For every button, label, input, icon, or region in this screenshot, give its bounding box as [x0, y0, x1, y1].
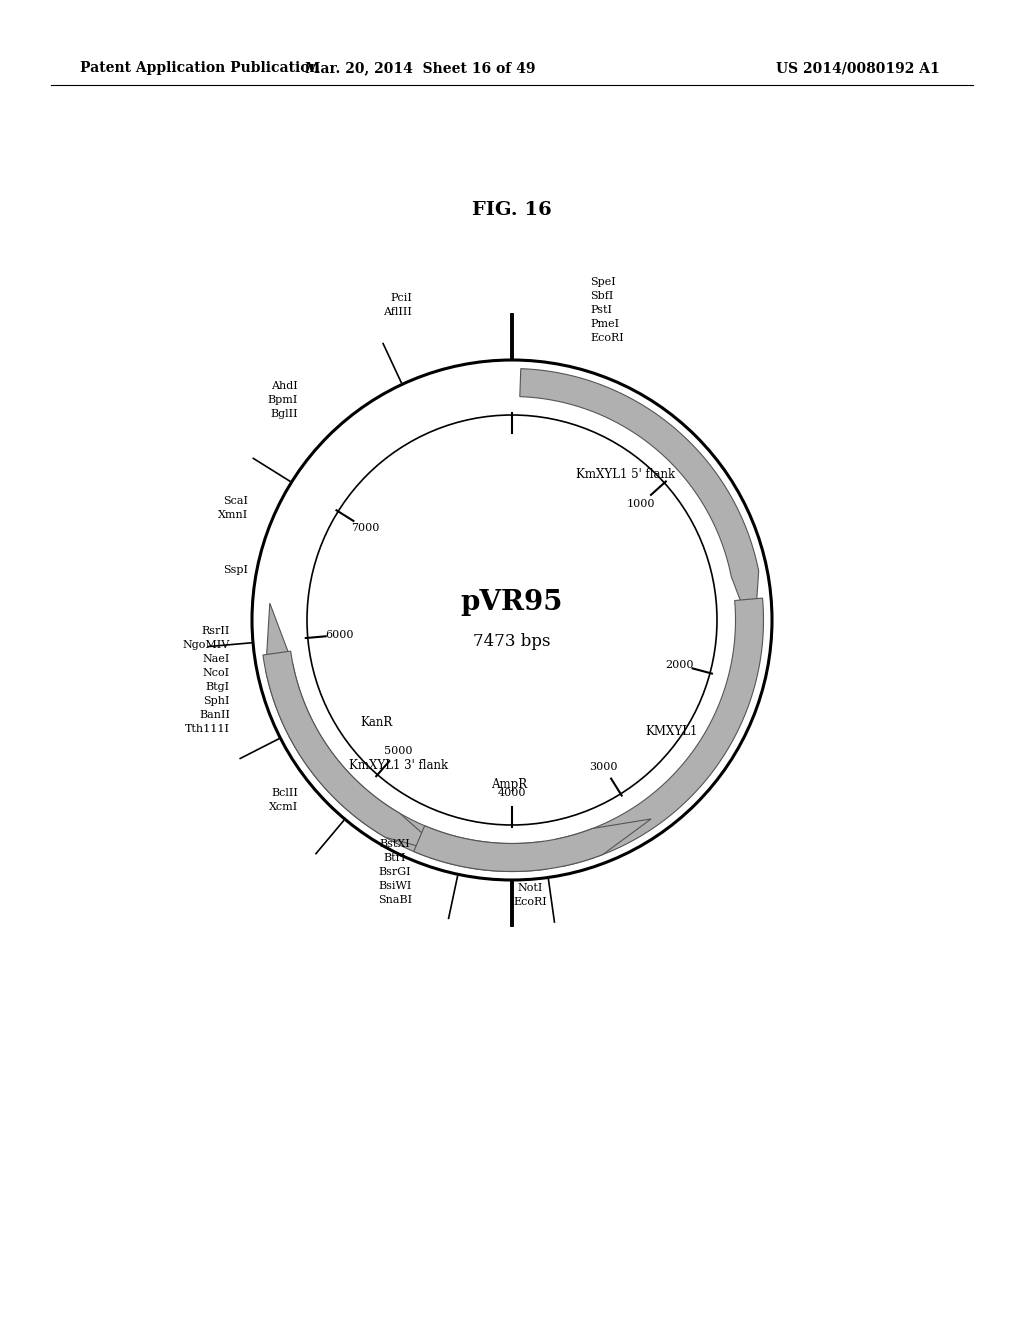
Text: BtgI: BtgI: [206, 682, 230, 692]
Polygon shape: [414, 818, 651, 871]
Text: SnaBI: SnaBI: [378, 895, 412, 906]
Text: Patent Application Publication: Patent Application Publication: [80, 61, 319, 75]
Text: NotI: NotI: [517, 883, 543, 894]
Text: NcoI: NcoI: [203, 668, 230, 678]
Text: Tth111I: Tth111I: [185, 723, 230, 734]
Text: BsiWI: BsiWI: [378, 880, 412, 891]
Text: BstXI: BstXI: [380, 840, 411, 849]
Text: EcoRI: EcoRI: [590, 333, 624, 343]
Text: EcoRI: EcoRI: [513, 898, 547, 907]
Polygon shape: [520, 368, 759, 636]
Text: PciI: PciI: [390, 293, 412, 304]
Text: pVR95: pVR95: [461, 589, 563, 615]
Polygon shape: [496, 598, 764, 866]
Text: XcmI: XcmI: [268, 803, 298, 812]
Text: BsrGI: BsrGI: [379, 867, 412, 876]
Polygon shape: [263, 651, 445, 853]
Text: Mar. 20, 2014  Sheet 16 of 49: Mar. 20, 2014 Sheet 16 of 49: [305, 61, 536, 75]
Text: KanR: KanR: [360, 715, 392, 729]
Text: SpeI: SpeI: [590, 277, 615, 286]
Text: XmnI: XmnI: [218, 510, 248, 520]
Text: KmXYL1 3' flank: KmXYL1 3' flank: [348, 759, 447, 772]
Text: PmeI: PmeI: [590, 319, 620, 329]
Text: SspI: SspI: [223, 565, 248, 576]
Text: PstI: PstI: [590, 305, 612, 315]
Text: SphI: SphI: [204, 696, 230, 706]
Text: KMXYL1: KMXYL1: [645, 726, 698, 738]
Text: FIG. 16: FIG. 16: [472, 201, 552, 219]
Text: BpmI: BpmI: [267, 395, 298, 405]
Text: AflIII: AflIII: [383, 308, 412, 317]
Text: KmXYL1 5' flank: KmXYL1 5' flank: [577, 467, 676, 480]
Text: BanII: BanII: [199, 710, 230, 719]
Text: NaeI: NaeI: [203, 653, 230, 664]
Text: SbfI: SbfI: [590, 290, 613, 301]
Text: 4000: 4000: [498, 788, 526, 799]
Text: BtrI: BtrI: [384, 853, 407, 863]
Text: US 2014/0080192 A1: US 2014/0080192 A1: [776, 61, 940, 75]
Text: 7000: 7000: [351, 523, 380, 533]
Text: 7473 bps: 7473 bps: [473, 634, 551, 651]
Text: 5000: 5000: [384, 746, 413, 755]
Text: 3000: 3000: [590, 762, 617, 772]
Text: AhdI: AhdI: [271, 381, 298, 391]
Text: ScaI: ScaI: [223, 496, 248, 506]
Polygon shape: [265, 603, 547, 871]
Text: BclII: BclII: [271, 788, 298, 799]
Text: NgoMIV: NgoMIV: [182, 640, 230, 649]
Text: 1000: 1000: [627, 499, 654, 510]
Text: 2000: 2000: [665, 660, 693, 669]
Text: RsrII: RsrII: [202, 626, 230, 636]
Text: BglII: BglII: [270, 409, 298, 418]
Text: 6000: 6000: [326, 630, 354, 640]
Text: AmpR: AmpR: [492, 779, 527, 792]
